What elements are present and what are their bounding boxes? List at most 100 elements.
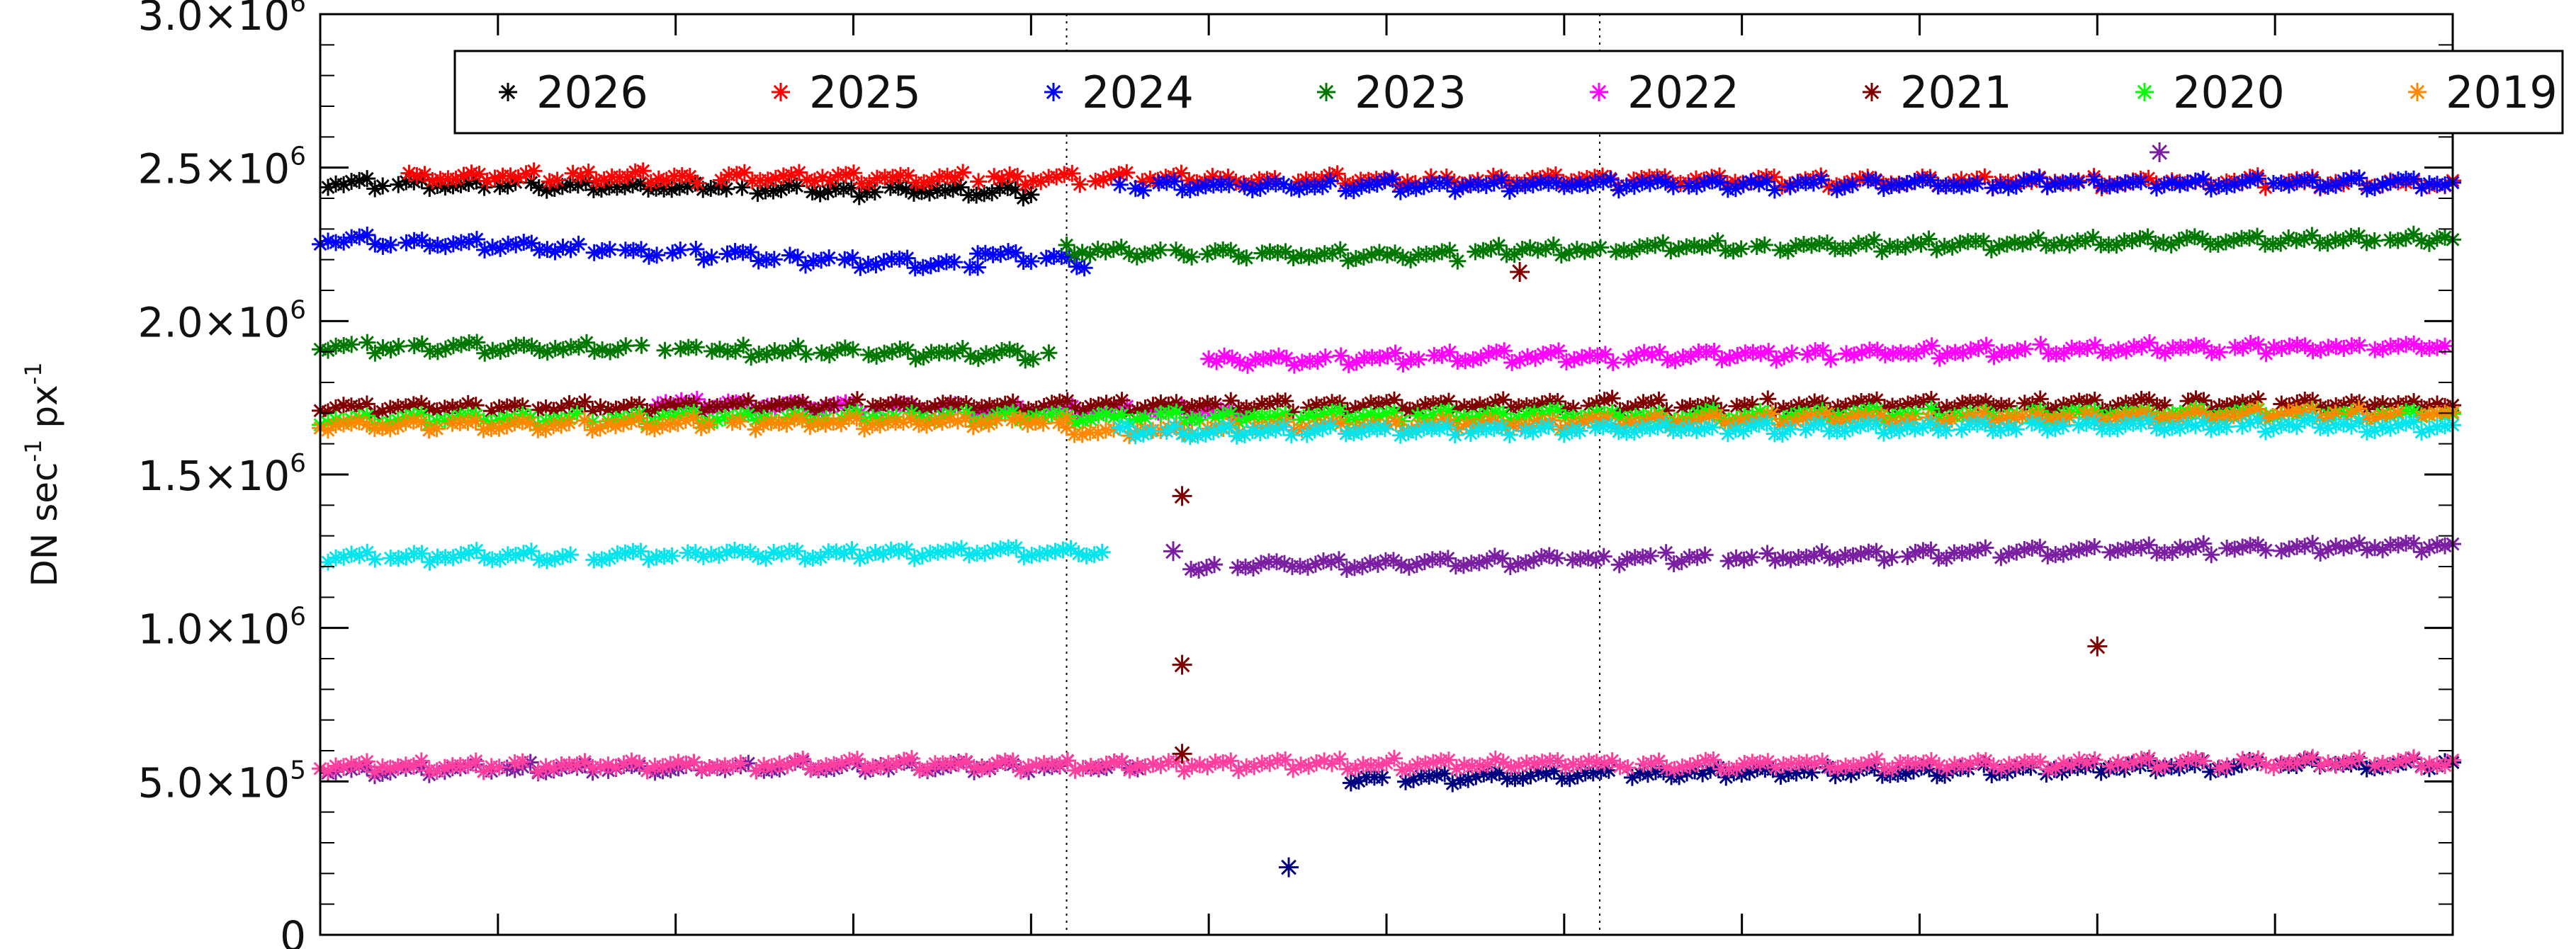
data-point xyxy=(844,164,862,182)
data-point xyxy=(1118,164,1136,181)
data-point xyxy=(772,181,790,198)
data-point xyxy=(634,162,652,180)
data-point xyxy=(1664,178,1682,195)
data-point xyxy=(366,180,384,198)
point-stroke xyxy=(571,178,585,192)
data-point xyxy=(844,341,862,358)
point-stroke xyxy=(1073,177,1087,191)
data-point xyxy=(1968,175,1986,193)
data-point xyxy=(382,236,400,254)
data-point xyxy=(517,165,535,183)
point-stroke xyxy=(899,182,913,196)
data-point xyxy=(358,170,376,188)
point-stroke xyxy=(868,185,882,199)
data-point xyxy=(1812,171,1830,188)
point-stroke xyxy=(488,171,502,185)
point-stroke xyxy=(901,169,915,183)
point-stroke xyxy=(1143,172,1157,186)
point-stroke xyxy=(761,173,775,187)
point-stroke xyxy=(1119,166,1134,180)
point-stroke xyxy=(907,186,921,200)
point-stroke xyxy=(922,186,937,200)
point-stroke xyxy=(784,168,798,182)
data-point xyxy=(525,162,543,180)
point-stroke xyxy=(462,176,475,191)
point-stroke xyxy=(524,176,538,190)
point-stroke xyxy=(422,181,436,195)
point-stroke xyxy=(417,167,431,181)
point-stroke xyxy=(1229,175,1243,189)
point-stroke xyxy=(360,171,374,186)
point-stroke xyxy=(915,185,929,198)
point-stroke xyxy=(550,173,565,187)
point-stroke xyxy=(969,188,983,203)
series-0000ff xyxy=(312,169,2461,277)
point-stroke xyxy=(847,166,861,180)
point-stroke xyxy=(470,174,483,188)
point-stroke xyxy=(730,167,744,181)
data-point xyxy=(850,188,868,205)
data-point xyxy=(1071,176,1089,193)
data-point xyxy=(1766,181,1783,199)
data-point xyxy=(797,346,815,363)
data-point xyxy=(689,174,706,192)
point-stroke xyxy=(790,179,804,193)
data-point xyxy=(1756,236,1773,254)
data-point xyxy=(1441,241,1459,259)
data-point xyxy=(765,251,783,268)
data-point xyxy=(2194,171,2212,188)
data-point xyxy=(1496,342,1513,360)
point-stroke xyxy=(956,165,970,179)
point-stroke xyxy=(735,181,749,195)
data-point xyxy=(1449,252,1467,270)
point-stroke xyxy=(891,181,905,195)
data-point xyxy=(1063,164,1081,182)
point-stroke xyxy=(1049,170,1063,184)
point-stroke xyxy=(532,181,546,195)
point-stroke xyxy=(946,182,960,196)
data-point xyxy=(1843,176,1861,193)
point-stroke xyxy=(566,166,580,181)
data-point xyxy=(1865,231,1883,249)
point-stroke xyxy=(402,166,416,181)
point-stroke xyxy=(1010,169,1024,183)
data-point xyxy=(735,336,752,354)
point-stroke xyxy=(665,182,679,196)
data-point xyxy=(2350,169,2368,187)
point-stroke xyxy=(391,178,405,192)
data-point xyxy=(1544,236,1562,254)
point-stroke xyxy=(813,187,827,201)
data-point xyxy=(999,178,1017,196)
point-stroke xyxy=(948,171,962,185)
data-point xyxy=(1592,239,1610,256)
point-stroke xyxy=(719,182,733,196)
data-point xyxy=(897,181,915,198)
point-stroke xyxy=(1065,166,1079,181)
data-point xyxy=(343,336,361,353)
data-point xyxy=(954,164,972,181)
point-stroke xyxy=(618,180,632,194)
point-stroke xyxy=(792,166,806,180)
point-stroke xyxy=(971,174,985,188)
data-point xyxy=(947,169,964,186)
point-stroke xyxy=(519,166,533,181)
point-stroke xyxy=(1024,188,1038,202)
point-stroke xyxy=(352,174,366,188)
point-stroke xyxy=(1104,169,1118,183)
data-point xyxy=(1134,181,1152,199)
data-point xyxy=(1923,337,1941,355)
data-point xyxy=(844,249,862,267)
data-point xyxy=(1732,240,1750,258)
data-point xyxy=(733,178,751,196)
data-point xyxy=(486,169,504,187)
data-point xyxy=(2366,232,2383,249)
data-point xyxy=(1783,344,1801,362)
data-point xyxy=(985,168,1003,186)
point-stroke xyxy=(806,185,820,199)
data-point xyxy=(1602,171,1620,188)
point-stroke xyxy=(504,169,518,183)
data-point xyxy=(866,183,883,201)
plot-area xyxy=(312,14,2461,935)
